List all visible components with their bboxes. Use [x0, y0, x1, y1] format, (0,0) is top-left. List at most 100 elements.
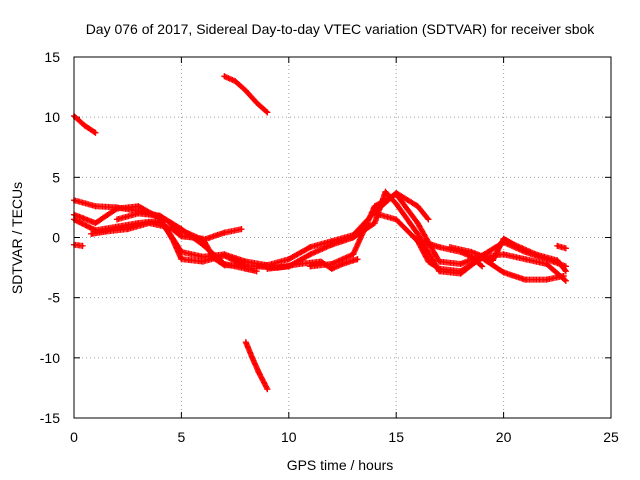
data-point	[543, 276, 550, 283]
data-point	[500, 235, 507, 242]
x-tick-label: 25	[603, 429, 619, 445]
data-point	[124, 226, 131, 233]
data-point	[532, 251, 539, 258]
data-point	[167, 224, 174, 231]
y-tick-label: -10	[40, 350, 60, 366]
data-point	[135, 203, 142, 210]
data-point	[414, 236, 421, 243]
chart-title: Day 076 of 2017, Sidereal Day-to-day VTE…	[86, 21, 596, 37]
data-point	[318, 258, 325, 265]
data-point	[307, 251, 314, 258]
data-point	[135, 210, 142, 217]
series-track-markers	[221, 73, 271, 116]
data-point	[264, 386, 271, 393]
data-point	[275, 264, 282, 271]
data-point	[554, 242, 561, 249]
data-point	[296, 260, 303, 267]
data-point	[264, 109, 271, 116]
data-point	[414, 230, 421, 237]
data-point	[562, 277, 569, 284]
data-point	[92, 220, 99, 227]
data-point	[457, 248, 464, 255]
y-tick-label: 5	[52, 169, 60, 185]
data-point	[339, 260, 346, 267]
data-point	[414, 203, 421, 210]
series-track-markers	[114, 210, 260, 275]
data-point	[178, 256, 185, 263]
data-point	[328, 241, 335, 248]
data-point	[307, 244, 314, 251]
data-point	[350, 234, 357, 241]
data-point	[242, 258, 249, 265]
data-point	[425, 216, 432, 223]
data-point	[221, 73, 228, 80]
data-point	[103, 228, 110, 235]
y-tick-label: 10	[44, 109, 60, 125]
data-point	[500, 269, 507, 276]
data-point	[457, 260, 464, 267]
data-point	[88, 230, 95, 237]
data-point	[221, 260, 228, 267]
x-axis-label: GPS time / hours	[287, 457, 394, 473]
data-point	[560, 273, 567, 280]
data-point	[479, 263, 486, 270]
data-point	[113, 216, 120, 223]
x-tick-label: 0	[70, 429, 78, 445]
data-point	[500, 251, 507, 258]
series-track-13	[307, 191, 569, 270]
data-point	[249, 354, 256, 361]
data-point	[167, 232, 174, 239]
data-point	[242, 87, 249, 94]
data-point	[436, 265, 443, 272]
data-point	[178, 233, 185, 240]
data-point	[79, 242, 86, 249]
data-point	[221, 251, 228, 258]
data-point	[457, 268, 464, 275]
series-track-markers	[554, 242, 569, 252]
data-point	[371, 220, 378, 227]
x-tick-label: 15	[388, 429, 404, 445]
data-point	[178, 248, 185, 255]
data-point	[328, 265, 335, 272]
series-track-04	[71, 241, 86, 249]
data-point	[414, 220, 421, 227]
x-tick-label: 20	[496, 429, 512, 445]
data-point	[146, 220, 153, 227]
series-track-markers	[371, 210, 567, 283]
data-point	[562, 245, 569, 252]
data-point	[393, 191, 400, 198]
data-point	[371, 203, 378, 210]
x-tick-label: 5	[178, 429, 186, 445]
x-tick-label: 10	[281, 429, 297, 445]
series-track-02	[221, 73, 271, 116]
data-point	[522, 256, 529, 263]
series-track-14	[253, 256, 361, 272]
y-tick-label: 0	[52, 230, 60, 246]
data-point	[489, 257, 496, 264]
series-track-markers	[242, 339, 271, 393]
data-series	[71, 73, 569, 393]
data-point	[242, 339, 249, 346]
data-point	[393, 200, 400, 207]
data-point	[354, 256, 361, 263]
data-point	[238, 226, 245, 233]
data-point	[393, 216, 400, 223]
data-point	[199, 253, 206, 260]
y-tick-label: 15	[44, 49, 60, 65]
data-point	[371, 210, 378, 217]
data-point	[425, 258, 432, 265]
data-point	[350, 251, 357, 258]
series-track-01	[71, 112, 99, 136]
series-track-17	[414, 236, 486, 270]
data-point	[468, 253, 475, 260]
data-point	[253, 99, 260, 106]
y-tick-label: -5	[48, 290, 61, 306]
data-point	[436, 258, 443, 265]
data-point	[178, 226, 185, 233]
data-point	[255, 369, 262, 376]
series-track-05	[554, 242, 569, 252]
series-track-15	[371, 210, 567, 283]
plot-frame	[73, 56, 612, 419]
data-point	[199, 235, 206, 242]
